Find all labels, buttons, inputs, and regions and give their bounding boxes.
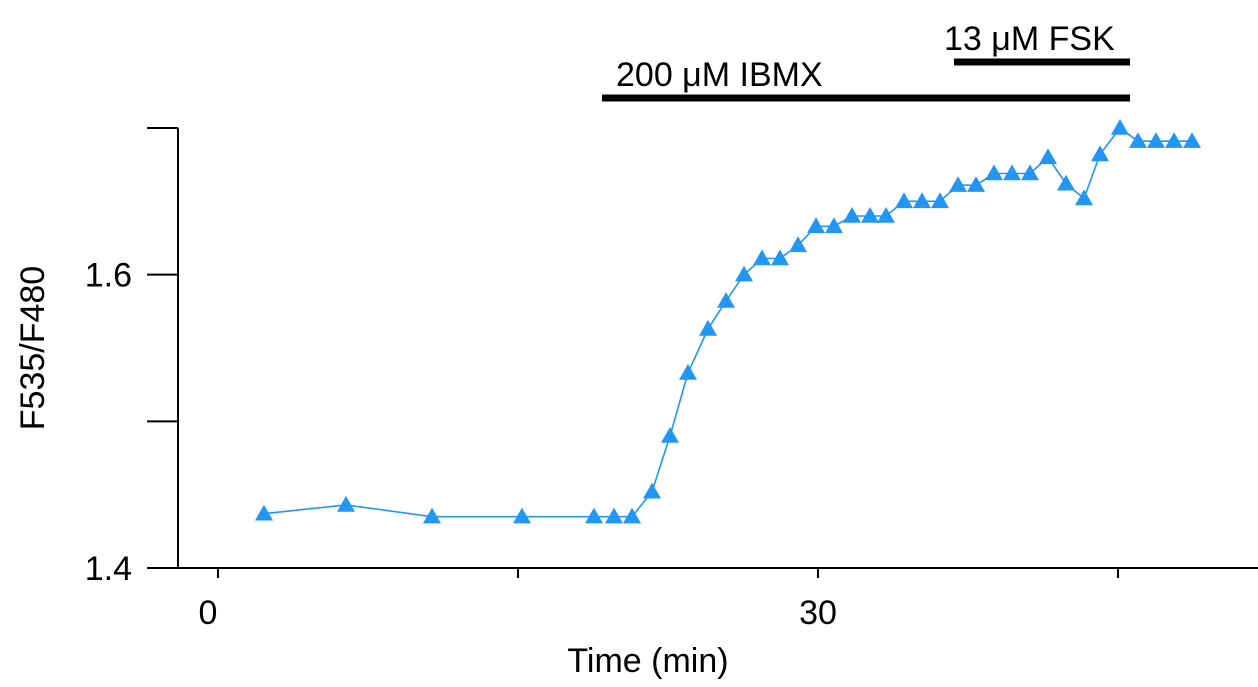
data-point [913,192,931,209]
treatment-label: 13 μM FSK [944,20,1115,58]
data-point [807,217,825,233]
data-point [1003,164,1021,181]
data-point [949,176,967,192]
y-tick-label: 1.4 [85,550,132,588]
data-point [735,265,753,282]
data-point [623,507,641,524]
data-point [843,207,861,223]
x-tick-label: 30 [799,594,837,632]
data-point [825,217,843,233]
data-point [1111,119,1129,135]
data-point [1183,132,1201,148]
data-point [861,207,879,223]
data-point [985,164,1003,181]
data-point [1057,174,1075,191]
ticks: 1.4 1.6 0 30 [85,127,1119,632]
data-point [585,507,603,524]
x-tick-label: 0 [199,594,218,632]
data-point [423,507,441,524]
data-point [1039,148,1057,165]
data-point [661,427,679,443]
data-point [877,207,895,223]
data-point [605,507,623,524]
data-point [679,363,697,380]
data-point [1075,189,1093,206]
data-point [255,504,273,521]
data-point [1147,132,1165,148]
data-point [1021,164,1039,181]
data-point [337,495,355,512]
data-point [771,249,789,266]
data-point [931,192,949,209]
data-series [255,119,1201,524]
data-point [789,236,807,253]
y-axis-label: F535/F480 [14,266,52,430]
x-axis-label: Time (min) [567,642,728,680]
treatment-bars: 200 μM IBMX 13 μM FSK [602,20,1130,102]
data-point [1129,132,1147,148]
data-point [753,249,771,266]
data-point [699,319,717,336]
y-tick-label: 1.6 [85,257,132,295]
data-point [1091,145,1109,162]
data-point [717,292,735,308]
data-point [1165,132,1183,148]
axes [147,128,1258,569]
data-point [643,482,661,499]
data-point [967,176,985,192]
data-point [895,192,913,209]
data-point [513,507,531,524]
treatment-label: 200 μM IBMX [616,56,823,94]
series-line [263,126,1192,518]
